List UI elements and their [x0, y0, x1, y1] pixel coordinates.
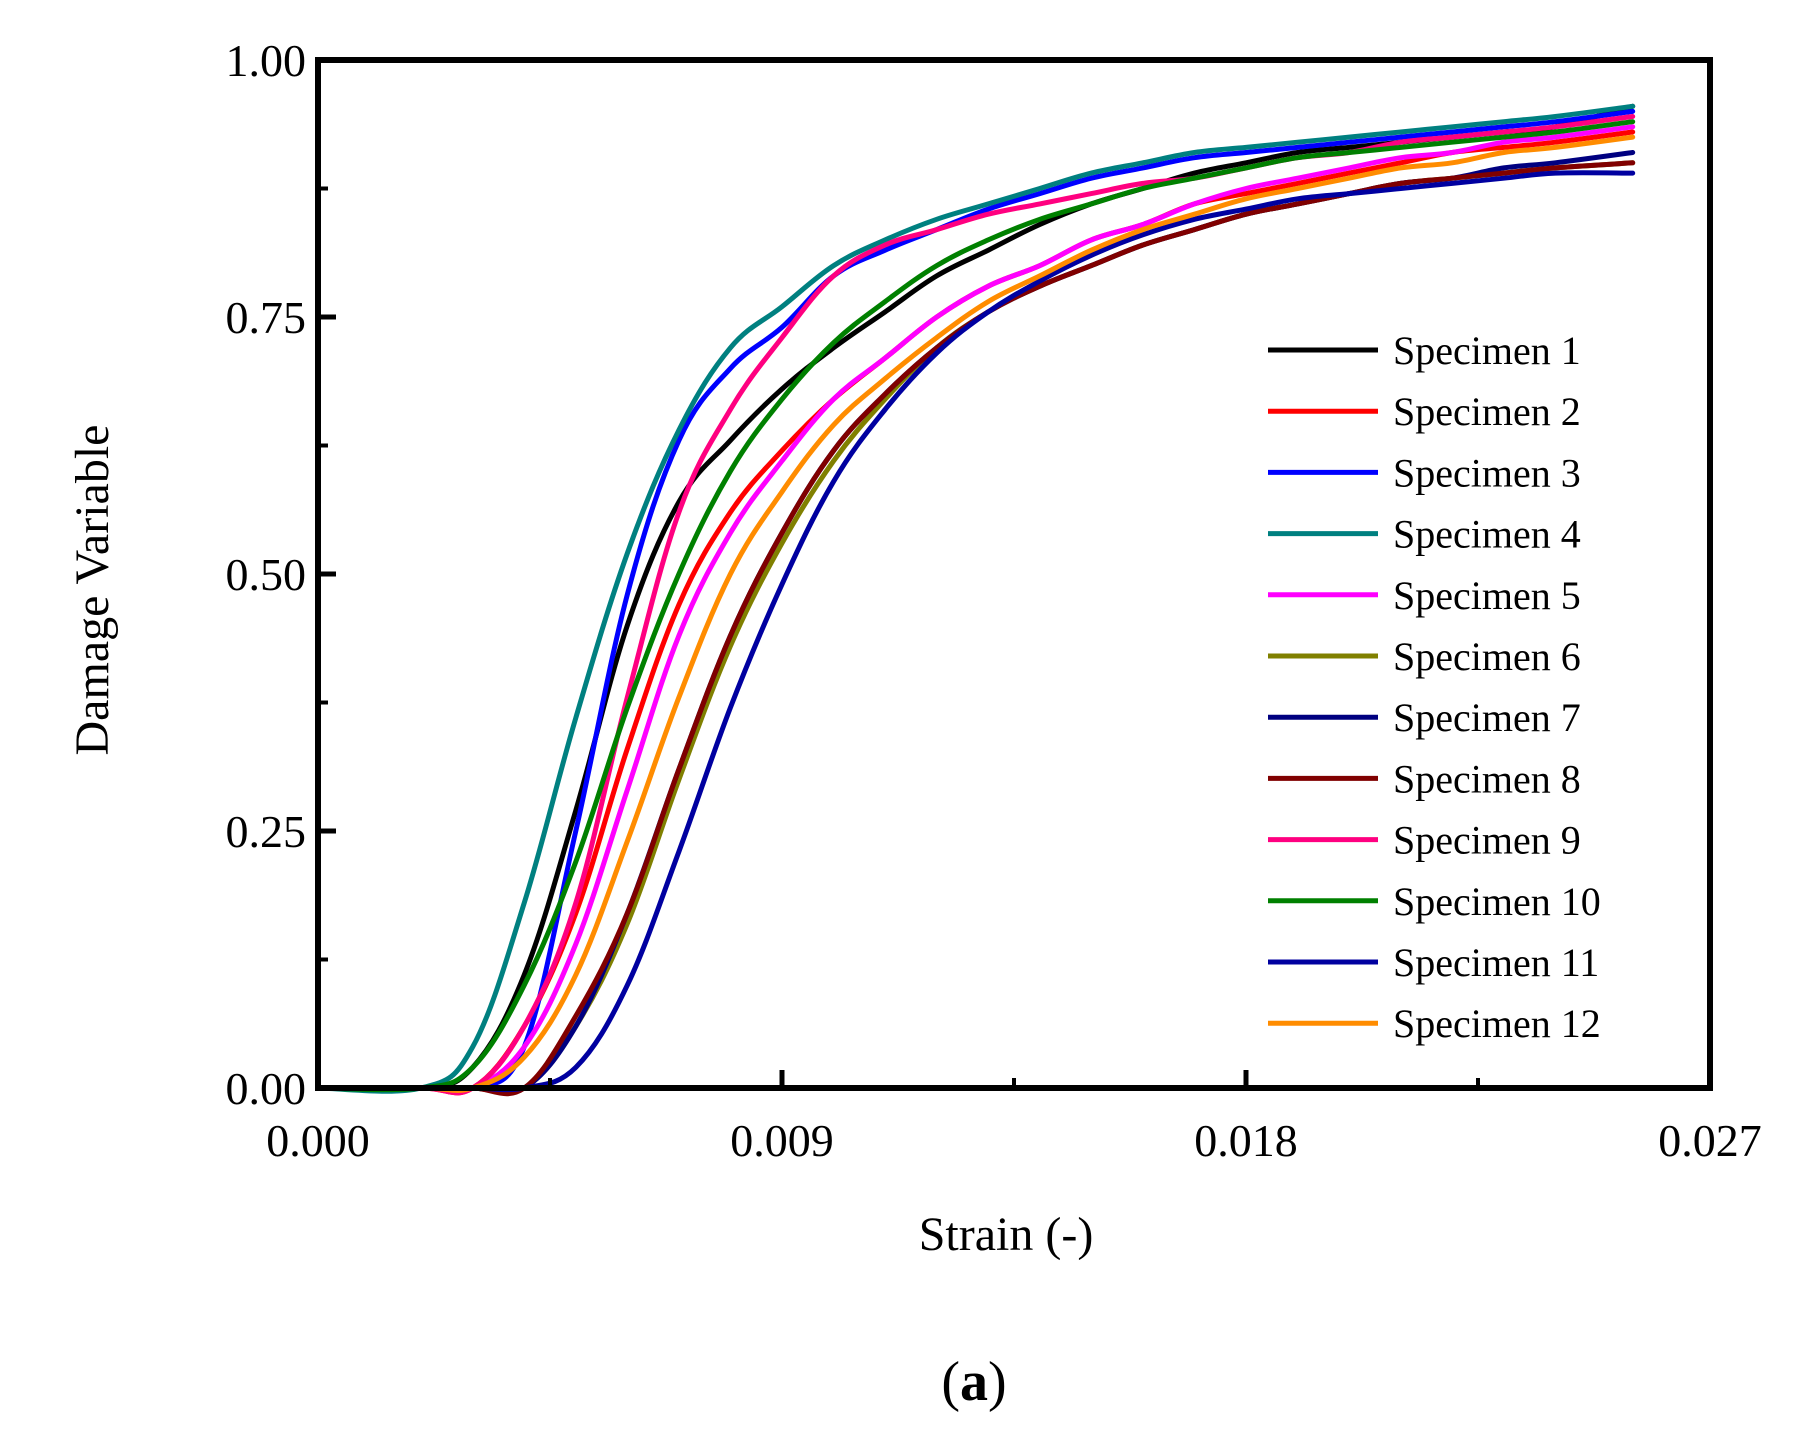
y-tick-label: 0.25: [226, 806, 307, 857]
y-tick-label: 0.00: [226, 1063, 307, 1114]
legend-label-7: Specimen 7: [1393, 695, 1581, 740]
legend-label-9: Specimen 9: [1393, 818, 1581, 863]
legend-label-6: Specimen 6: [1393, 634, 1581, 679]
y-tick-label: 0.75: [226, 292, 307, 343]
series-line-10: [315, 119, 1636, 1093]
series-line-4: [315, 103, 1636, 1094]
legend-label-10: Specimen 10: [1393, 879, 1601, 924]
legend: Specimen 1 Specimen 2 Specimen 3 Specimen 4…: [1268, 328, 1601, 1046]
legend-label-12: Specimen 12: [1393, 1001, 1601, 1046]
legend-label-5: Specimen 5: [1393, 573, 1581, 618]
y-tick-label: 1.00: [226, 35, 307, 86]
legend-label-1: Specimen 1: [1393, 328, 1581, 373]
series-line-12: [315, 134, 1636, 1093]
ticks: 0.000 0.009 0.018 0.027 0.00 0.25 0.50 0.75 1.00: [226, 35, 1762, 1166]
series-line-8: [315, 160, 1636, 1097]
legend-label-4: Specimen 4: [1393, 512, 1581, 557]
legend-label-2: Specimen 2: [1393, 389, 1581, 434]
series-line-5: [315, 124, 1636, 1094]
x-tick-label: 0.018: [1194, 1115, 1298, 1166]
legend-label-11: Specimen 11: [1393, 940, 1599, 985]
series-line-9: [315, 114, 1636, 1096]
x-tick-label: 0.027: [1658, 1115, 1762, 1166]
panel-label-open: (: [941, 1351, 960, 1413]
y-axis-title: Damage Variable: [66, 425, 119, 756]
panel-label-letter: a: [960, 1351, 988, 1413]
panel-label: (a): [941, 1351, 1006, 1413]
legend-label-3: Specimen 3: [1393, 450, 1581, 495]
x-tick-label: 0.009: [730, 1115, 834, 1166]
panel-label-close: ): [988, 1351, 1007, 1413]
y-tick-label: 0.50: [226, 549, 307, 600]
legend-label-8: Specimen 8: [1393, 756, 1581, 801]
series-line-11: [315, 170, 1636, 1093]
plot-lines: [315, 103, 1636, 1097]
x-axis-title: Strain (-): [919, 1208, 1094, 1261]
x-tick-label: 0.000: [266, 1115, 370, 1166]
